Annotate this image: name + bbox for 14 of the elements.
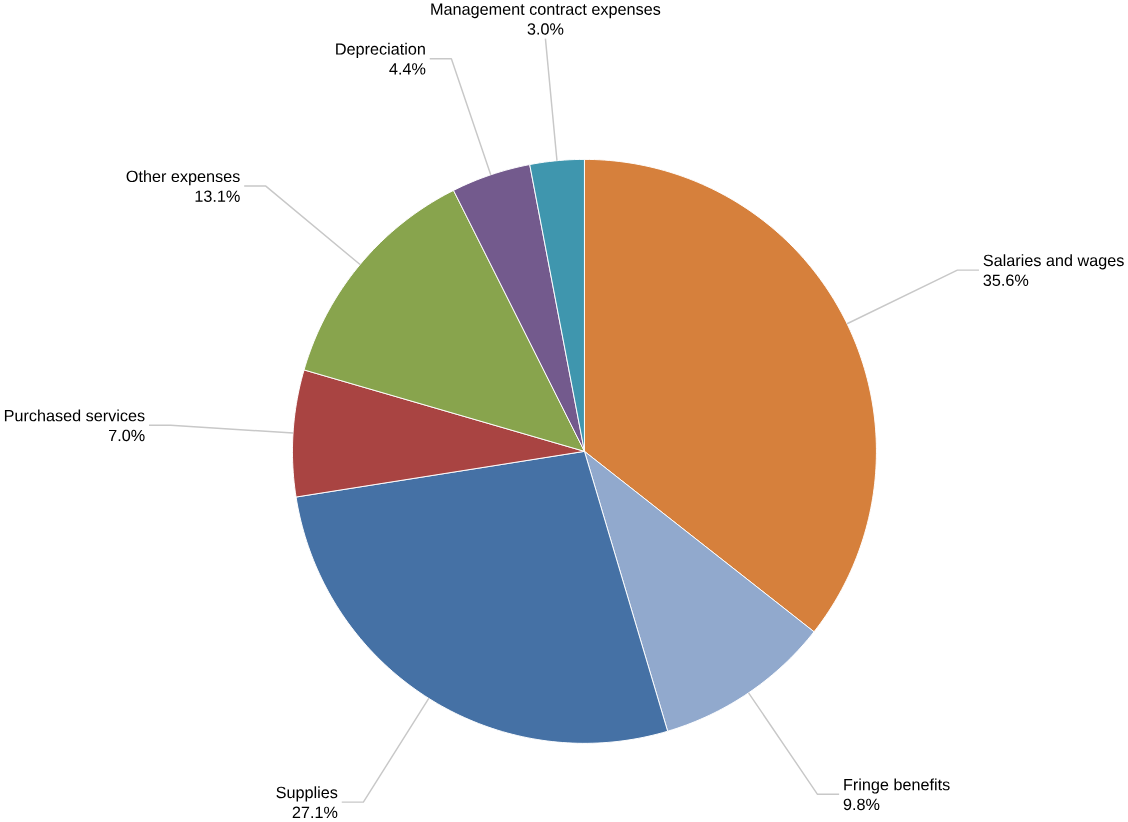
slice-label: Other expenses [126, 170, 240, 186]
data-label: 13.1% [195, 190, 240, 203]
slice-label: Salaries and wages [983, 254, 1124, 270]
slice-label: Fringe benefits [844, 778, 950, 794]
slice-label: Purchased services [4, 409, 145, 422]
slice-label: Supplies [276, 786, 338, 802]
data-label: 27.1% [292, 806, 338, 819]
data-label: 9.8% [843, 798, 880, 811]
data-label: 7.0% [109, 429, 145, 442]
data-label: 4.4% [389, 63, 426, 75]
data-label: 3.0% [527, 23, 564, 35]
data-label: 35.6% [983, 274, 1029, 287]
slice-label: Management contract expenses [431, 3, 661, 19]
slice-label: Depreciation [336, 43, 425, 59]
